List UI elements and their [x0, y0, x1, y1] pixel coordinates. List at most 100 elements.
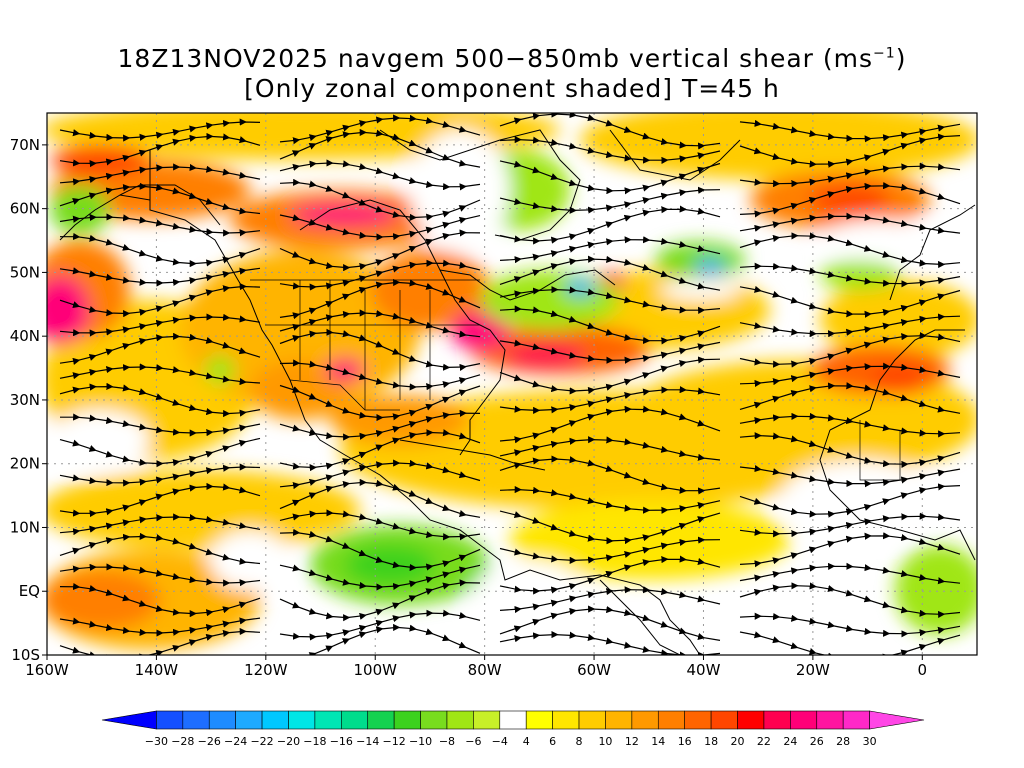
colorbar-label: −4: [492, 735, 508, 748]
streamline: [59, 582, 261, 618]
colorbar-swatch: [420, 710, 448, 730]
colorbar-swatch: [790, 710, 818, 730]
streamline: [499, 305, 721, 345]
title-superscript: −1: [873, 45, 896, 62]
streamline: [499, 436, 721, 461]
colorbar: −30 −28 −26 −24 −22 −20 −18 −16 −14 −12 −10 −8 −6 −4 4…: [101, 710, 925, 748]
colorbar-swatch: [288, 710, 316, 730]
colorbar-label: 4: [523, 735, 530, 748]
colorbar-label: 10: [598, 735, 612, 748]
streamline: [739, 313, 961, 338]
colorbar-swatch: [101, 710, 157, 730]
lon-label: 80W: [468, 661, 502, 679]
colorbar-label: −16: [330, 735, 353, 748]
colorbar-label: 16: [678, 735, 692, 748]
colorbar-label: −10: [409, 735, 432, 748]
colorbar-swatch: [525, 710, 553, 730]
streamline: [499, 405, 721, 444]
streamline: [279, 178, 481, 221]
lon-label: 120W: [244, 661, 288, 679]
streamline: [60, 232, 261, 268]
lat-label: 10S: [11, 646, 40, 664]
colorbar-label: −14: [356, 735, 379, 748]
streamline: [59, 532, 261, 565]
colorbar-label: −28: [171, 735, 194, 748]
colorbar-label: −30: [145, 735, 168, 748]
colorbar-swatch: [816, 710, 844, 730]
colorbar-swatch: [235, 710, 263, 730]
colorbar-label: 30: [863, 735, 877, 748]
colorbar-swatch: [182, 710, 210, 730]
lat-label: 40N: [10, 327, 40, 345]
map-title-line1: 18Z13NOV2025 navgem 500−850mb vertical s…: [0, 44, 1024, 73]
colorbar-label: −24: [224, 735, 247, 748]
lon-label: 100W: [354, 661, 398, 679]
colorbar-swatch: [763, 710, 791, 730]
colorbar-label: −22: [250, 735, 273, 748]
colorbar-swatch: [208, 710, 236, 730]
colorbar-swatch: [314, 710, 342, 730]
streamline: [739, 382, 961, 414]
lon-label: 0: [918, 661, 928, 679]
streamline: [59, 363, 261, 386]
streamline: [59, 267, 261, 287]
streamline: [739, 212, 961, 234]
streamline: [739, 133, 961, 168]
colorbar-label: 6: [549, 735, 556, 748]
lon-label: 60W: [577, 661, 611, 679]
lat-label: 70N: [10, 136, 40, 154]
streamline: [59, 283, 261, 318]
streamline: [60, 413, 261, 437]
colorbar-label: 14: [651, 735, 665, 748]
lat-label: 30N: [10, 391, 40, 409]
colorbar-label: −26: [198, 735, 221, 748]
title-tail: ): [895, 44, 907, 73]
streamline: [59, 627, 261, 655]
colorbar-label: −12: [383, 735, 406, 748]
streamline: [739, 631, 961, 655]
streamline: [739, 262, 961, 288]
lat-label: 10N: [10, 518, 40, 536]
colorbar-swatch: [367, 710, 395, 730]
colorbar-label: 20: [731, 735, 745, 748]
streamline: [739, 532, 961, 568]
colorbar-swatch: [578, 710, 606, 730]
colorbar-label: 28: [836, 735, 850, 748]
colorbar-swatch: [499, 710, 527, 730]
streamline: [279, 478, 481, 518]
streamline: [59, 482, 261, 518]
lat-label: EQ: [19, 582, 40, 600]
colorbar-swatch: [473, 710, 501, 730]
colorbar-swatch: [261, 710, 289, 730]
longitude-labels: 160W 140W 120W 100W 80W 60W 40W 20W 0: [25, 655, 927, 679]
lon-label: 160W: [25, 661, 69, 679]
streamline: [499, 136, 721, 164]
colorbar-label: 26: [810, 735, 824, 748]
streamline: [279, 128, 481, 168]
streamline: [499, 631, 721, 655]
lon-label: 20W: [796, 661, 830, 679]
colorbar-label: 8: [576, 735, 583, 748]
title-main: 18Z13NOV2025 navgem 500−850mb vertical s…: [117, 44, 874, 73]
lon-label: 140W: [135, 661, 179, 679]
colorbar-swatch: [842, 710, 870, 730]
colorbar-swatch: [552, 710, 580, 730]
streamline: [59, 163, 261, 186]
colorbar-swatch: [341, 710, 369, 730]
wind-streamlines: [59, 113, 961, 655]
shaded-shear-field: [47, 113, 977, 655]
streamline: [279, 359, 481, 391]
streamline: [739, 432, 961, 468]
colorbar-swatch: [393, 710, 421, 730]
colorbar-swatch: [737, 710, 765, 730]
colorbar-swatch: [446, 710, 474, 730]
colorbar-label: 12: [625, 735, 639, 748]
colorbar-swatch: [710, 710, 738, 730]
streamline: [59, 513, 261, 536]
colorbar-label: −8: [439, 735, 455, 748]
colorbar-label: 18: [704, 735, 718, 748]
colorbar-label: 22: [757, 735, 771, 748]
colorbar-label: −6: [465, 735, 481, 748]
colorbar-swatch: [657, 710, 685, 730]
